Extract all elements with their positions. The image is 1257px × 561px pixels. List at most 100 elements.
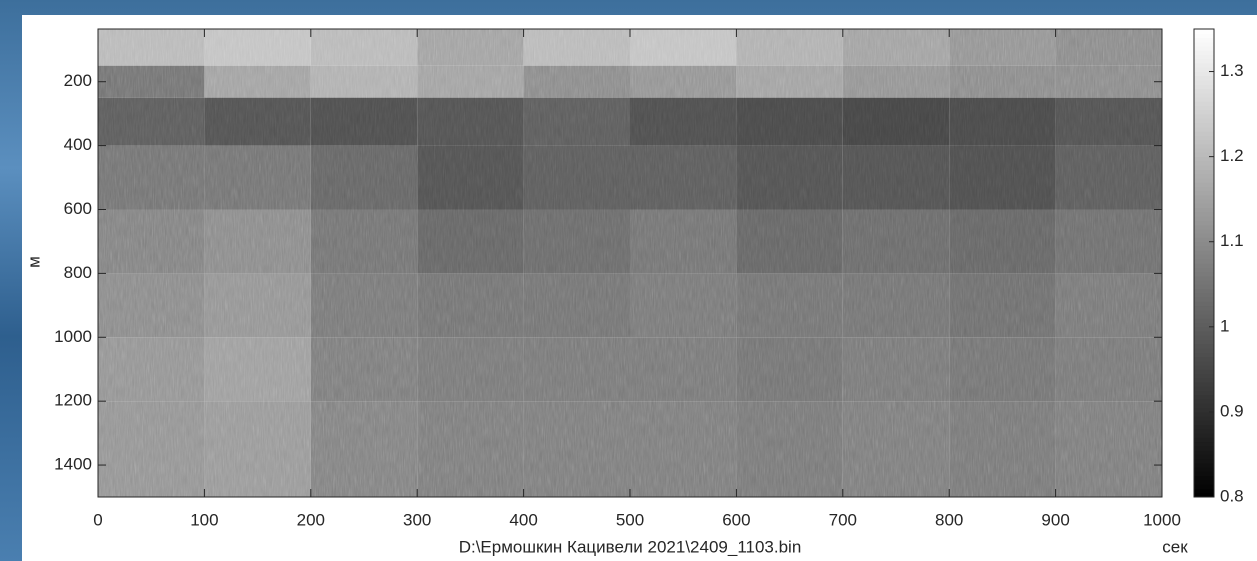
colorbar-swatch bbox=[1194, 267, 1214, 273]
y-tick-label: 1200 bbox=[54, 391, 92, 410]
colorbar-swatch bbox=[1194, 97, 1214, 102]
colorbar-swatch bbox=[1194, 92, 1214, 98]
colorbar-swatch bbox=[1194, 467, 1214, 472]
colorbar-swatch bbox=[1194, 331, 1214, 336]
colorbar-tick-label: 1 bbox=[1220, 316, 1229, 335]
y-tick-label: 600 bbox=[64, 199, 92, 218]
colorbar-swatch bbox=[1194, 131, 1214, 136]
colorbar-swatch bbox=[1194, 122, 1214, 128]
colorbar-swatch bbox=[1194, 462, 1214, 468]
colorbar-swatch bbox=[1194, 394, 1214, 400]
colorbar-swatch bbox=[1194, 292, 1214, 298]
colorbar-swatch bbox=[1194, 220, 1214, 226]
colorbar-swatch bbox=[1194, 322, 1214, 328]
colorbar-swatch bbox=[1194, 365, 1214, 370]
colorbar-swatch bbox=[1194, 148, 1214, 153]
x-tick-label: 300 bbox=[403, 510, 431, 529]
colorbar-swatch bbox=[1194, 58, 1214, 64]
colorbar-swatch bbox=[1194, 386, 1214, 392]
colorbar-swatch bbox=[1194, 309, 1214, 315]
colorbar-swatch bbox=[1194, 339, 1214, 345]
colorbar-swatch bbox=[1194, 373, 1214, 379]
colorbar-swatch bbox=[1194, 411, 1214, 417]
colorbar-swatch bbox=[1194, 203, 1214, 209]
texture bbox=[98, 29, 1162, 497]
x-unit-label: сек bbox=[1162, 537, 1188, 556]
colorbar-swatch bbox=[1194, 314, 1214, 319]
colorbar-swatch bbox=[1194, 63, 1214, 68]
colorbar-swatch bbox=[1194, 492, 1214, 498]
colorbar-swatch bbox=[1194, 424, 1214, 430]
colorbar-swatch bbox=[1194, 450, 1214, 455]
colorbar-swatch bbox=[1194, 420, 1214, 426]
colorbar-swatch bbox=[1194, 88, 1214, 94]
colorbar-swatch bbox=[1194, 284, 1214, 290]
colorbar-swatch bbox=[1194, 109, 1214, 115]
colorbar-swatch bbox=[1194, 403, 1214, 409]
colorbar-swatch bbox=[1194, 75, 1214, 81]
y-axis-label: м bbox=[24, 256, 43, 268]
colorbar-swatch bbox=[1194, 377, 1214, 383]
x-axis-label: D:\Ермошкин Кацивели 2021\2409_1103.bin bbox=[459, 537, 802, 556]
colorbar-swatch bbox=[1194, 186, 1214, 192]
colorbar bbox=[1194, 29, 1214, 498]
x-tick-label: 1000 bbox=[1143, 510, 1181, 529]
colorbar-swatch bbox=[1194, 105, 1214, 111]
colorbar-swatch bbox=[1194, 454, 1214, 460]
colorbar-swatch bbox=[1194, 139, 1214, 145]
y-tick-label: 1000 bbox=[54, 327, 92, 346]
colorbar-swatch bbox=[1194, 441, 1214, 447]
colorbar-swatch bbox=[1194, 199, 1214, 204]
colorbar-frame bbox=[1193, 28, 1215, 498]
x-tick-label: 400 bbox=[509, 510, 537, 529]
colorbar-swatch bbox=[1194, 54, 1214, 60]
colorbar-swatch bbox=[1194, 165, 1214, 170]
colorbar-swatch bbox=[1194, 390, 1214, 396]
colorbar-swatch bbox=[1194, 143, 1214, 149]
colorbar-swatch bbox=[1194, 152, 1214, 158]
y-tick-label: 400 bbox=[64, 135, 92, 154]
colorbar-swatch bbox=[1194, 250, 1214, 255]
x-tick-label: 600 bbox=[722, 510, 750, 529]
colorbar-swatch bbox=[1194, 263, 1214, 268]
colorbar-swatch bbox=[1194, 160, 1214, 166]
colorbar-tick-label: 0.8 bbox=[1220, 486, 1244, 505]
colorbar-tick-label: 1.1 bbox=[1220, 231, 1244, 250]
x-tick-label: 500 bbox=[616, 510, 644, 529]
colorbar-swatch bbox=[1194, 224, 1214, 230]
colorbar-swatch bbox=[1194, 399, 1214, 404]
colorbar-swatch bbox=[1194, 258, 1214, 264]
colorbar-swatch bbox=[1194, 245, 1214, 251]
colorbar-swatch bbox=[1194, 318, 1214, 324]
x-tick-label: 900 bbox=[1041, 510, 1069, 529]
colorbar-swatch bbox=[1194, 348, 1214, 353]
colorbar-swatch bbox=[1194, 156, 1214, 162]
colorbar-swatch bbox=[1194, 437, 1214, 443]
colorbar-swatch bbox=[1194, 428, 1214, 434]
colorbar-swatch bbox=[1194, 416, 1214, 421]
colorbar-swatch bbox=[1194, 228, 1214, 234]
colorbar-swatch bbox=[1194, 177, 1214, 183]
colorbar-swatch bbox=[1194, 301, 1214, 307]
colorbar-swatch bbox=[1194, 80, 1214, 85]
colorbar-swatch bbox=[1194, 475, 1214, 481]
colorbar-swatch bbox=[1194, 37, 1214, 43]
colorbar-swatch bbox=[1194, 237, 1214, 243]
colorbar-swatch bbox=[1194, 216, 1214, 221]
colorbar-tick-label: 1.3 bbox=[1220, 61, 1244, 80]
colorbar-swatch bbox=[1194, 33, 1214, 39]
colorbar-swatch bbox=[1194, 488, 1214, 494]
colorbar-swatch bbox=[1194, 326, 1214, 332]
colorbar-swatch bbox=[1194, 71, 1214, 77]
colorbar-swatch bbox=[1194, 194, 1214, 200]
colorbar-swatch bbox=[1194, 288, 1214, 294]
x-tick-label: 700 bbox=[829, 510, 857, 529]
colorbar-swatch bbox=[1194, 126, 1214, 132]
colorbar-swatch bbox=[1194, 233, 1214, 238]
colorbar-swatch bbox=[1194, 382, 1214, 387]
colorbar-tick-label: 0.9 bbox=[1220, 401, 1244, 420]
colorbar-swatch bbox=[1194, 50, 1214, 56]
colorbar-tick-label: 1.2 bbox=[1220, 146, 1244, 165]
colorbar-swatch bbox=[1194, 211, 1214, 217]
